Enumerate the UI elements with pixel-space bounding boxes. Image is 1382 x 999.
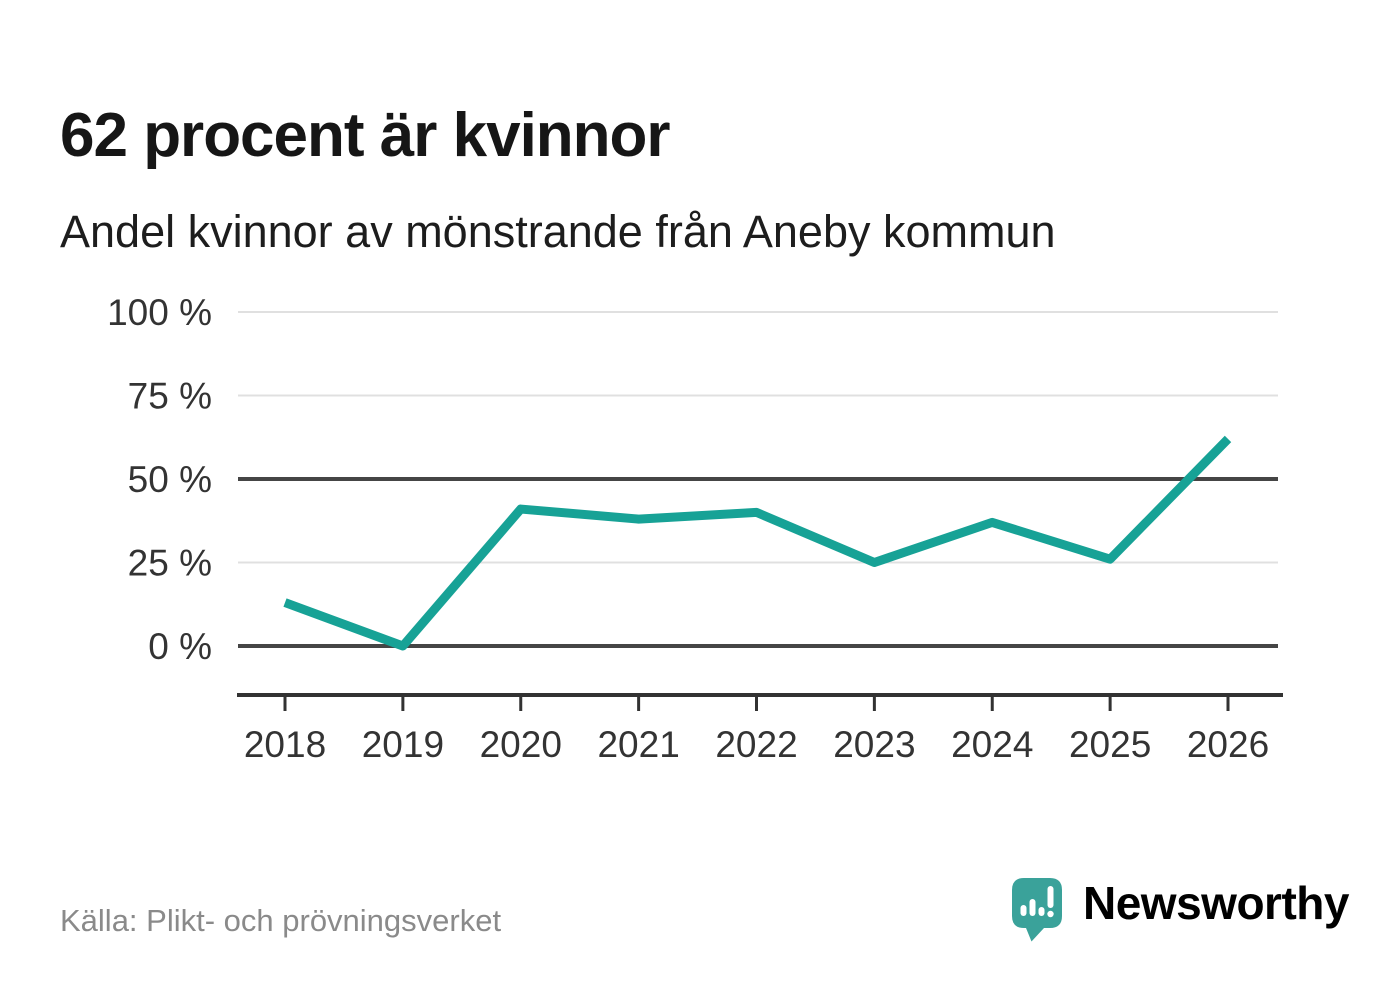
newsworthy-logo: Newsworthy [1012, 878, 1349, 948]
source-caption: Källa: Plikt- och prövningsverket [60, 903, 502, 938]
x-tick-label: 2024 [951, 724, 1033, 765]
x-tick-label: 2026 [1187, 724, 1269, 765]
x-tick-label: 2018 [244, 724, 326, 765]
x-tick-label: 2021 [597, 724, 679, 765]
x-tick-label: 2022 [715, 724, 797, 765]
y-tick-label: 100 % [107, 292, 212, 333]
y-tick-label: 75 % [128, 376, 212, 417]
x-tick-label: 2020 [480, 724, 562, 765]
y-tick-label: 25 % [128, 543, 212, 584]
newsworthy-speech-bubble-bar-chart-icon [1012, 878, 1062, 942]
x-tick-label: 2019 [362, 724, 444, 765]
chart-title: 62 procent är kvinnor [60, 100, 671, 170]
y-tick-label: 0 % [148, 626, 212, 667]
y-tick-label: 50 % [128, 459, 212, 500]
data-line-andel-kvinnor [283, 435, 1232, 651]
chart-subtitle: Andel kvinnor av mönstrande från Aneby k… [60, 206, 1056, 257]
newsworthy-wordmark: Newsworthy [1083, 877, 1349, 929]
x-tick-label: 2025 [1069, 724, 1151, 765]
x-tick-label: 2023 [833, 724, 915, 765]
